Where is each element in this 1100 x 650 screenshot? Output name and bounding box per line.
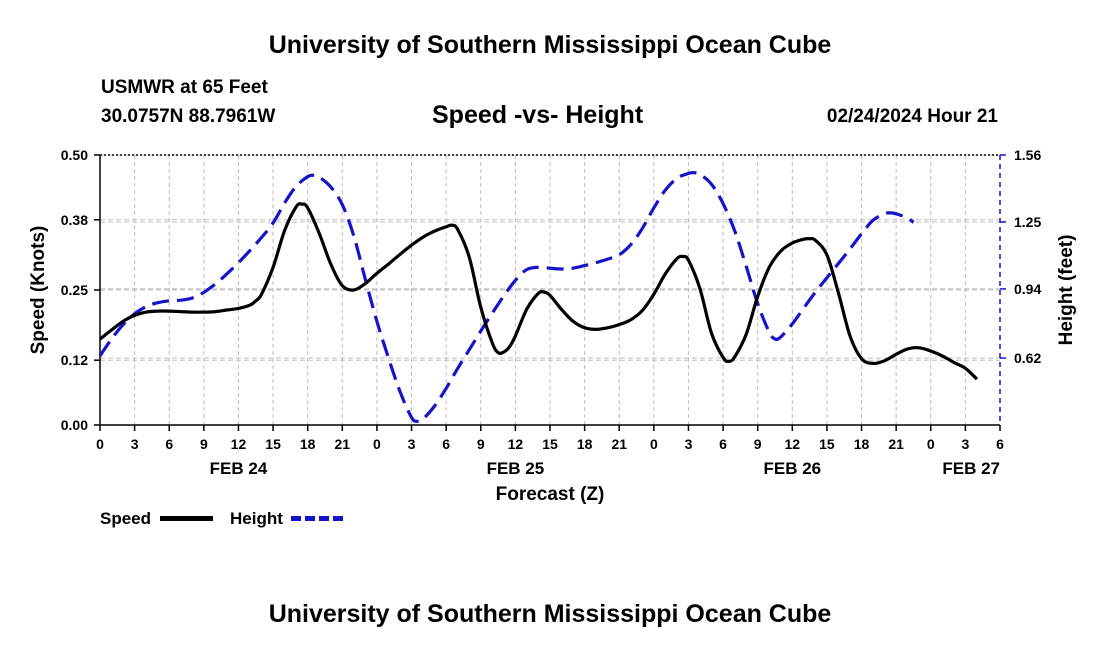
chart-series <box>98 170 979 424</box>
y-left-tick-label: 0.00 <box>61 417 88 433</box>
y-left-tick-label: 0.50 <box>61 147 88 163</box>
x-tick-label: 15 <box>542 436 558 452</box>
legend-height-swatch <box>291 516 343 521</box>
footer-title: University of Southern Mississippi Ocean… <box>268 600 832 628</box>
x-tick-label: 12 <box>231 436 247 452</box>
x-tick-label: 21 <box>888 436 904 452</box>
y-right-tick-label: 0.62 <box>1014 350 1041 366</box>
x-tick-label: 0 <box>373 436 381 452</box>
day-label: FEB 26 <box>763 459 821 478</box>
speed-series-line <box>99 202 979 381</box>
y-right-tick-label: 0.94 <box>1014 281 1041 297</box>
x-tick-label: 18 <box>854 436 870 452</box>
day-label: FEB 25 <box>487 459 545 478</box>
x-tick-label: 0 <box>96 436 104 452</box>
x-tick-label: 6 <box>996 436 1004 452</box>
day-label: FEB 24 <box>210 459 268 478</box>
y-left-tick-label: 0.25 <box>61 282 88 298</box>
grid-lines <box>100 154 1000 425</box>
x-tick-label: 3 <box>131 436 139 452</box>
x-tick-label: 18 <box>300 436 316 452</box>
x-tick-label: 0 <box>650 436 658 452</box>
x-tick-label: 3 <box>685 436 693 452</box>
x-tick-label: 18 <box>577 436 593 452</box>
x-tick-label: 12 <box>785 436 801 452</box>
day-label: FEB 27 <box>942 459 1000 478</box>
height-series-line <box>98 170 915 424</box>
x-tick-label: 15 <box>819 436 835 452</box>
chart-axes <box>94 154 1006 431</box>
y-right-tick-label: 1.25 <box>1014 214 1041 230</box>
x-tick-label: 9 <box>477 436 485 452</box>
x-axis-title: Forecast (Z) <box>496 484 605 505</box>
x-tick-label: 6 <box>165 436 173 452</box>
x-tick-label: 3 <box>408 436 416 452</box>
x-tick-label: 12 <box>508 436 524 452</box>
legend-speed-swatch <box>160 516 213 521</box>
y-axis-right-title: Height (feet) <box>1056 235 1077 346</box>
legend-height-label: Height <box>230 509 283 528</box>
legend-speed-label: Speed <box>100 509 152 528</box>
y-right-tick-label: 1.56 <box>1014 147 1041 163</box>
chart-main-title: University of Southern Mississippi Ocean… <box>268 31 832 59</box>
x-tick-label: 6 <box>442 436 450 452</box>
x-tick-label: 21 <box>611 436 627 452</box>
x-tick-label: 0 <box>927 436 935 452</box>
station-coordinates: 30.0757N 88.7961W <box>101 106 276 127</box>
x-tick-label: 9 <box>200 436 208 452</box>
y-axis-left-title: Speed (Knots) <box>28 226 49 355</box>
forecast-date: 02/24/2024 Hour 21 <box>826 106 998 127</box>
y-left-tick-label: 0.38 <box>61 212 88 228</box>
chart-labels: 0.00 0.12 0.25 0.38 0.50 0.62 0.94 1.25 1.56 0 3 6 9… <box>28 147 1077 505</box>
station-name: USMWR at 65 Feet <box>101 77 268 98</box>
chart-subtitle: Speed -vs- Height <box>432 101 644 129</box>
x-tick-label: 21 <box>335 436 351 452</box>
x-tick-label: 9 <box>754 436 762 452</box>
x-tick-label: 3 <box>961 436 969 452</box>
x-tick-label: 15 <box>265 436 281 452</box>
x-tick-label: 6 <box>719 436 727 452</box>
y-left-tick-label: 0.12 <box>61 352 88 368</box>
